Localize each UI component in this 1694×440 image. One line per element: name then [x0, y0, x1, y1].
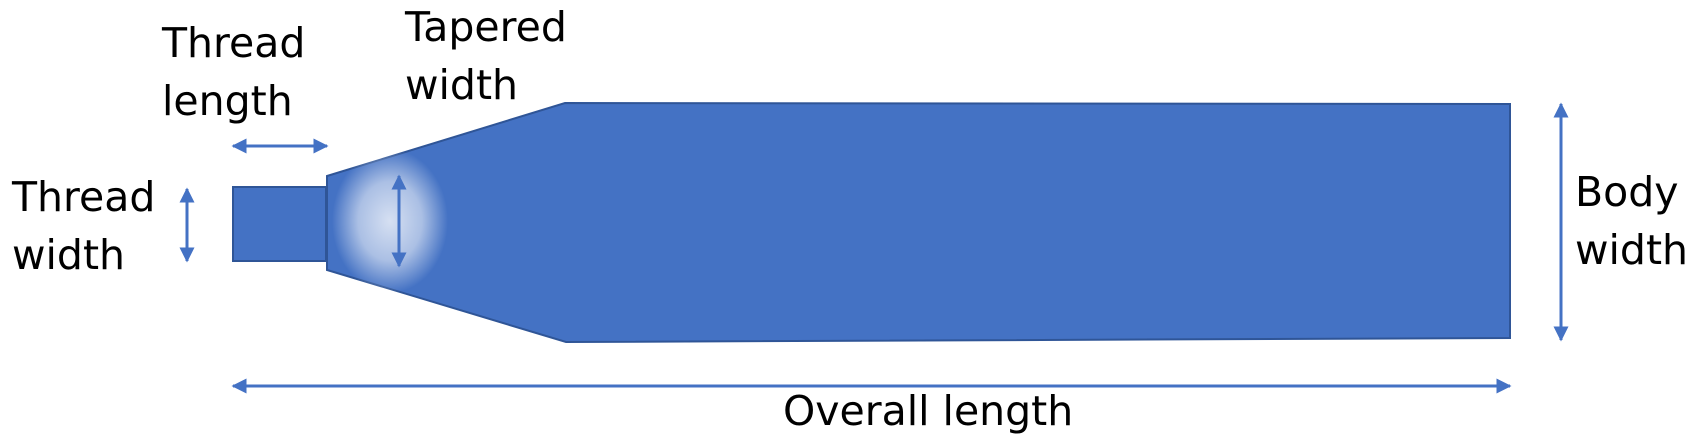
body-width-label-line-1: Body: [1575, 168, 1679, 216]
thread-length-label-line-2: length: [162, 77, 293, 125]
tapered-width-label-line-1: Tapered: [405, 3, 567, 51]
thread-width-label: Thread width: [12, 168, 155, 284]
thread-width-label-line-1: Thread: [12, 173, 156, 221]
thread-length-label-line-1: Thread: [162, 19, 306, 67]
tapered-width-label: Tapered width: [405, 0, 567, 114]
tapered-body-shape: [326, 101, 1511, 344]
thread-section: [232, 186, 327, 262]
overall-length-label: Overall length: [783, 387, 1074, 435]
thread-length-label: Thread length: [162, 14, 305, 130]
thread-width-label-line-2: width: [12, 231, 126, 279]
tapered-width-highlight: [332, 149, 448, 293]
tapered-width-label-line-2: width: [405, 61, 519, 109]
body-width-label: Body width: [1575, 163, 1688, 279]
body-width-label-line-2: width: [1575, 226, 1689, 274]
